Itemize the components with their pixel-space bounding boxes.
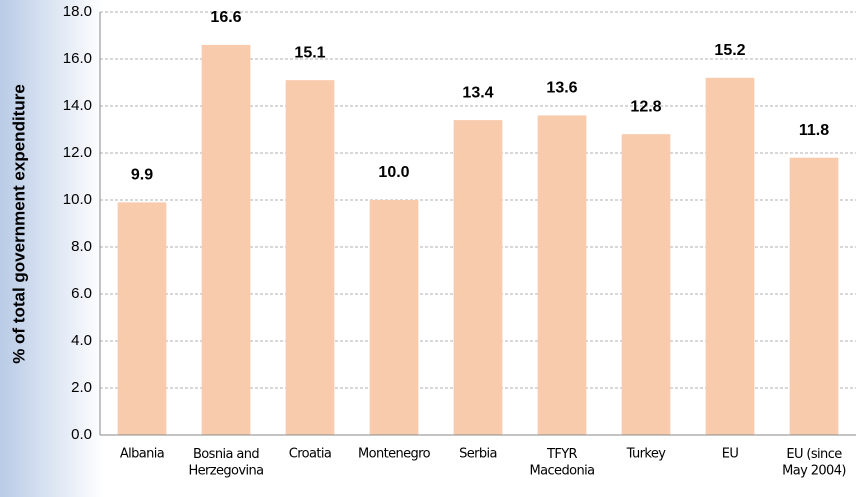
- x-tick-label: TFYR Macedonia: [530, 447, 595, 478]
- y-tick-label: 8.0: [71, 238, 92, 255]
- x-tick-label: Croatia: [289, 447, 332, 462]
- value-label: 11.8: [799, 122, 829, 139]
- y-tick-label: 6.0: [71, 285, 92, 302]
- bar: [117, 202, 167, 435]
- bar: [621, 134, 671, 435]
- value-label: 13.6: [546, 80, 577, 97]
- bar: [789, 157, 839, 435]
- value-label: 15.1: [294, 44, 325, 61]
- value-label: 10.0: [378, 164, 409, 181]
- bar: [369, 200, 419, 435]
- bar: [285, 80, 335, 436]
- x-tick-label: Serbia: [459, 447, 497, 462]
- x-tick-label: Montenegro: [358, 447, 431, 462]
- bar: [705, 77, 755, 436]
- y-tick-label: 12.0: [63, 144, 92, 161]
- value-label: 13.4: [462, 84, 493, 101]
- bar: [537, 115, 587, 436]
- y-tick-label: 14.0: [63, 97, 92, 114]
- y-tick-label: 18.0: [63, 3, 92, 20]
- x-tick-label: EU: [722, 447, 739, 462]
- y-tick-label: 16.0: [63, 50, 92, 67]
- value-label: 16.6: [210, 9, 241, 26]
- x-tick-label: Turkey: [626, 447, 667, 462]
- y-tick-label: 2.0: [71, 379, 92, 396]
- bar: [201, 44, 251, 436]
- x-tick-label: EU (since May 2004): [782, 447, 846, 478]
- bar: [453, 120, 503, 435]
- x-tick-label: Bosnia and Herzegovina: [188, 447, 263, 478]
- y-tick-label: 10.0: [63, 191, 92, 208]
- y-tick-label: 4.0: [71, 332, 92, 349]
- value-label: 15.2: [714, 42, 745, 59]
- value-label: 12.8: [630, 98, 661, 115]
- value-label: 9.9: [131, 167, 153, 184]
- y-axis-label: % of total government expenditure: [9, 84, 28, 364]
- y-tick-label: 0.0: [71, 426, 92, 443]
- x-tick-label: Albania: [120, 447, 164, 462]
